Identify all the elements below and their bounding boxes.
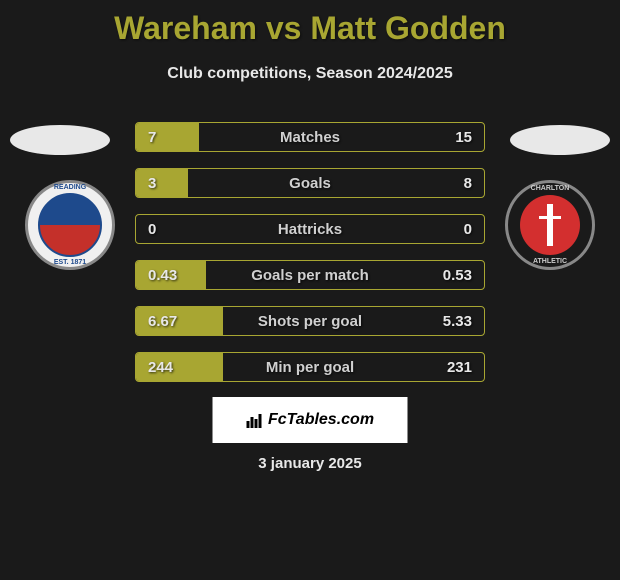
footer-brand-text: FcTables.com bbox=[268, 411, 374, 429]
reading-badge-text-top: READING bbox=[28, 184, 112, 191]
stat-value-left: 6.67 bbox=[148, 313, 177, 330]
player-photo-left bbox=[10, 125, 110, 155]
stat-value-left: 7 bbox=[148, 129, 156, 146]
charlton-badge-text-top: CHARLTON bbox=[508, 185, 592, 192]
club-badge-right: CHARLTON ATHLETIC bbox=[505, 180, 595, 270]
charlton-badge-inner bbox=[520, 195, 580, 255]
reading-badge-inner bbox=[38, 193, 102, 257]
stat-row: 244 Min per goal 231 bbox=[135, 352, 485, 382]
stat-value-right: 231 bbox=[447, 359, 472, 376]
stat-value-left: 244 bbox=[148, 359, 173, 376]
stat-label: Matches bbox=[280, 129, 340, 146]
reading-badge-text-bottom: EST. 1871 bbox=[28, 259, 112, 266]
stat-value-right: 5.33 bbox=[443, 313, 472, 330]
stat-value-right: 15 bbox=[455, 129, 472, 146]
stat-value-right: 8 bbox=[464, 175, 472, 192]
stat-label: Goals bbox=[289, 175, 331, 192]
stat-label: Hattricks bbox=[278, 221, 342, 238]
footer-brand-box: FcTables.com bbox=[213, 397, 408, 443]
footer-date: 3 january 2025 bbox=[258, 455, 361, 472]
stat-label: Shots per goal bbox=[258, 313, 362, 330]
stat-value-left: 0 bbox=[148, 221, 156, 238]
charlton-badge-text-bottom: ATHLETIC bbox=[508, 258, 592, 265]
stat-label: Min per goal bbox=[266, 359, 354, 376]
charlton-sword-icon bbox=[547, 204, 553, 246]
stat-fill-left bbox=[136, 169, 188, 197]
stat-row: 3 Goals 8 bbox=[135, 168, 485, 198]
stat-label: Goals per match bbox=[251, 267, 369, 284]
stat-row: 6.67 Shots per goal 5.33 bbox=[135, 306, 485, 336]
stat-value-left: 0.43 bbox=[148, 267, 177, 284]
stat-value-right: 0.53 bbox=[443, 267, 472, 284]
stat-row: 0 Hattricks 0 bbox=[135, 214, 485, 244]
chart-icon bbox=[246, 411, 264, 429]
player-photo-right bbox=[510, 125, 610, 155]
stat-fill-left bbox=[136, 123, 199, 151]
stat-value-left: 3 bbox=[148, 175, 156, 192]
stat-row: 0.43 Goals per match 0.53 bbox=[135, 260, 485, 290]
subtitle: Club competitions, Season 2024/2025 bbox=[0, 65, 620, 83]
stat-row: 7 Matches 15 bbox=[135, 122, 485, 152]
stats-container: 7 Matches 15 3 Goals 8 0 Hattricks 0 0.43 Goals pe… bbox=[135, 122, 485, 398]
stat-value-right: 0 bbox=[464, 221, 472, 238]
footer-brand: FcTables.com bbox=[246, 411, 374, 429]
page-title: Wareham vs Matt Godden bbox=[0, 0, 620, 47]
club-badge-left: READING EST. 1871 bbox=[25, 180, 115, 270]
